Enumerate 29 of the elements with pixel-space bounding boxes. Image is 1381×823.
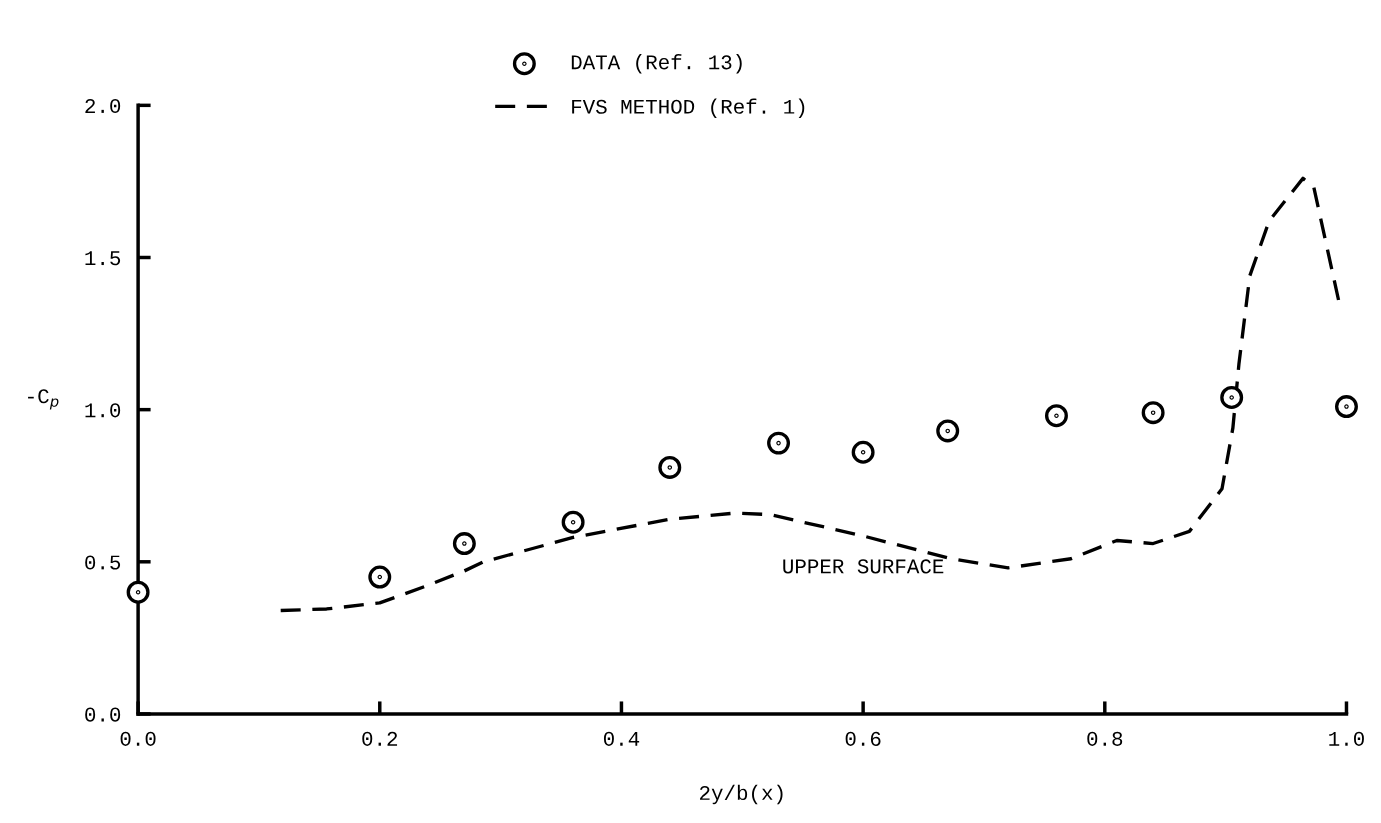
annotation: UPPER SURFACE: [783, 559, 944, 574]
point: [126, 580, 150, 604]
x-tick-label: 0.6: [845, 731, 881, 746]
x-tick-label: 1.0: [1329, 731, 1364, 746]
line-series: [279, 176, 1341, 613]
x-tick-label: 0.2: [362, 731, 398, 746]
point: [452, 532, 476, 556]
x-tick-label: 0.0: [120, 731, 156, 746]
point: [767, 431, 791, 455]
y-tick-label: 1.0: [85, 403, 121, 418]
point: [1334, 395, 1358, 419]
point: [561, 510, 585, 534]
legend-label: DATA (Ref. 13): [571, 54, 742, 74]
point: [368, 565, 392, 589]
y-tick-label: 0.5: [85, 555, 121, 570]
legend-label: FVS METHOD (Ref. 1): [572, 98, 805, 118]
point: [851, 440, 875, 464]
point: [1044, 404, 1068, 428]
y-axis-title: -C$_{p}$: [28, 389, 59, 410]
y-tick-label: 0.0: [85, 707, 121, 722]
y-tick-label: 1.5: [85, 251, 121, 266]
point: [658, 455, 682, 479]
x-tick-label: 0.8: [1087, 731, 1123, 746]
point: [1220, 385, 1244, 409]
point: [1141, 401, 1165, 425]
x-tick-label: 0.4: [603, 731, 640, 746]
point: [936, 419, 960, 443]
y-tick-label: 2.0: [85, 98, 121, 114]
x-axis-title: 2y/b(x): [699, 784, 783, 805]
